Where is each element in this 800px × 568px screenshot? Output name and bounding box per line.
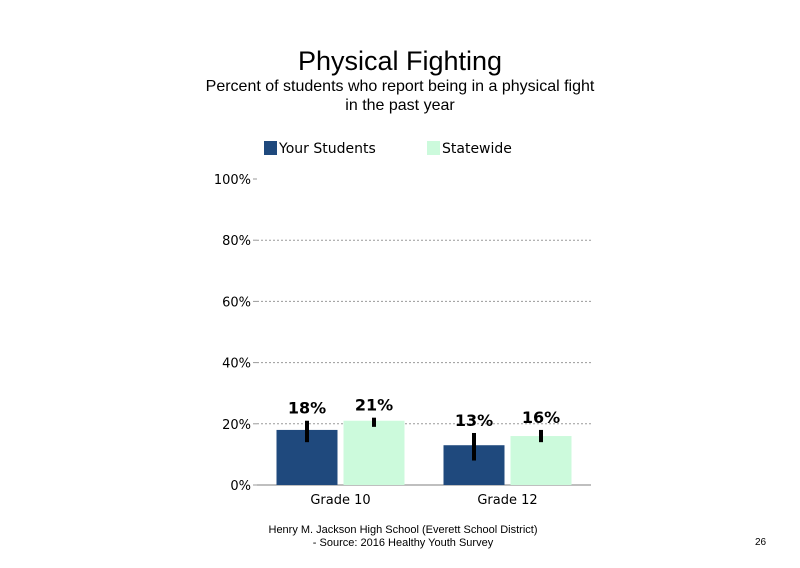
data-label: 16%	[522, 408, 560, 427]
data-label: 13%	[455, 411, 493, 430]
subtitle-line-1: Percent of students who report being in …	[205, 78, 595, 95]
footer-source: Henry M. Jackson High School (Everett Sc…	[248, 524, 558, 550]
subtitle-line-2: in the past year	[345, 96, 455, 114]
footer-line-1: Henry M. Jackson High School (Everett Sc…	[268, 524, 538, 536]
data-label: 21%	[355, 396, 393, 415]
legend-label-statewide: Statewide	[442, 141, 512, 157]
y-tick-label: 0%	[230, 479, 251, 494]
x-tick-label: Grade 12	[477, 493, 537, 508]
legend-label-your-students: Your Students	[279, 141, 376, 157]
page-number: 26	[755, 537, 767, 548]
footer-line-2: - Source: 2016 Healthy Youth Survey	[312, 537, 494, 549]
x-tick-label: Grade 10	[310, 493, 370, 508]
chart-subtitle: Percent of students who report being in …	[200, 78, 600, 115]
bar	[343, 420, 405, 485]
y-tick-label: 20%	[222, 418, 251, 433]
y-tick-label: 60%	[222, 295, 251, 310]
data-label: 18%	[288, 399, 326, 418]
bar	[510, 436, 572, 485]
chart-title: Physical Fighting	[297, 46, 503, 76]
y-tick-label: 40%	[222, 357, 251, 372]
y-tick-label: 100%	[214, 173, 251, 188]
y-tick-label: 80%	[222, 234, 251, 249]
legend-swatch-statewide	[427, 141, 440, 155]
legend-swatch-your-students	[264, 141, 277, 155]
